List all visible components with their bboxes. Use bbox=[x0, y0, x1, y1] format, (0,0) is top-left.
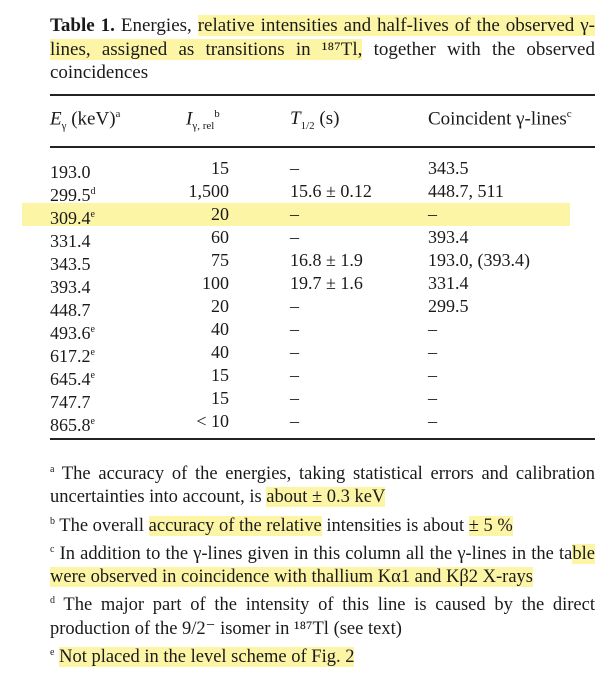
cell-coincident: 193.0, (393.4) bbox=[428, 250, 530, 270]
footnote-b: b The overall accuracy of the relative i… bbox=[50, 515, 513, 536]
bottom-rule bbox=[50, 438, 595, 440]
cell-coincident: – bbox=[428, 342, 437, 362]
footnote-ref: e bbox=[90, 370, 95, 381]
cell-energy: 393.4 bbox=[50, 277, 91, 297]
cell-coincident: 343.5 bbox=[428, 158, 469, 178]
footnote-ref: e bbox=[90, 324, 95, 335]
header-rule bbox=[50, 146, 595, 148]
cell-halflife: – bbox=[290, 365, 299, 385]
cell-intensity: 1,500 bbox=[188, 181, 230, 201]
cell-halflife: – bbox=[290, 388, 299, 408]
footnote-ref: e bbox=[90, 416, 95, 427]
header-intensity: Iγ, relb bbox=[186, 108, 220, 133]
cell-energy: 331.4 bbox=[50, 231, 91, 251]
cell-intensity: 100 bbox=[202, 273, 229, 293]
cell-coincident: 299.5 bbox=[428, 296, 469, 316]
cell-energy: 309.4e bbox=[50, 208, 95, 228]
cell-halflife: 15.6 ± 0.12 bbox=[290, 181, 372, 201]
footnotes: a The accuracy of the energies, taking s… bbox=[50, 458, 595, 669]
footnote-c: c In addition to the γ-lines given in th… bbox=[50, 543, 595, 588]
cell-energy: 193.0 bbox=[50, 162, 91, 182]
footnote-d: d The major part of the intensity of thi… bbox=[50, 595, 595, 639]
cell-energy: 617.2e bbox=[50, 346, 95, 366]
table-row: 493.6e 40 – – bbox=[50, 318, 595, 343]
table-caption: Table 1. Energies, relative intensities … bbox=[50, 14, 595, 85]
table-row: 617.2e 40 – – bbox=[50, 341, 595, 366]
caption-text: Energies, bbox=[120, 15, 198, 36]
footnote-a: a The accuracy of the energies, taking s… bbox=[50, 464, 595, 508]
cell-coincident: – bbox=[428, 411, 437, 431]
table-row: 343.5 75 16.8 ± 1.9 193.0, (393.4) bbox=[50, 249, 595, 274]
cell-energy: 343.5 bbox=[50, 254, 91, 274]
header-halflife: T1/2 (s) bbox=[290, 108, 340, 132]
cell-coincident: – bbox=[428, 365, 437, 385]
cell-intensity: < 10 bbox=[196, 411, 229, 431]
cell-halflife: – bbox=[290, 411, 299, 431]
cell-coincident: – bbox=[428, 388, 437, 408]
cell-coincident: – bbox=[428, 319, 437, 339]
header-energy: Eγ (keV)a bbox=[50, 108, 121, 133]
table-row: 393.4 100 19.7 ± 1.6 331.4 bbox=[50, 272, 595, 297]
table-row: 299.5d 1,500 15.6 ± 0.12 448.7, 511 bbox=[50, 180, 595, 205]
cell-intensity: 40 bbox=[211, 319, 229, 339]
cell-coincident: 393.4 bbox=[428, 227, 469, 247]
cell-coincident: 448.7, 511 bbox=[428, 181, 504, 201]
cell-energy: 493.6e bbox=[50, 323, 95, 343]
cell-halflife: 19.7 ± 1.6 bbox=[290, 273, 363, 293]
cell-energy: 448.7 bbox=[50, 300, 91, 320]
cell-halflife: – bbox=[290, 319, 299, 339]
top-rule bbox=[50, 94, 595, 96]
cell-halflife: – bbox=[290, 204, 299, 224]
cell-halflife: – bbox=[290, 342, 299, 362]
cell-energy: 645.4e bbox=[50, 369, 95, 389]
table-row: 331.4 60 – 393.4 bbox=[50, 226, 595, 251]
cell-intensity: 75 bbox=[211, 250, 229, 270]
table-row: 448.7 20 – 299.5 bbox=[50, 295, 595, 320]
cell-intensity: 15 bbox=[211, 158, 229, 178]
caption-text-end: together with the observed coincidences bbox=[50, 38, 595, 84]
footnote-ref: e bbox=[90, 209, 95, 220]
cell-coincident: 331.4 bbox=[428, 273, 469, 293]
cell-intensity: 20 bbox=[211, 204, 229, 224]
header-coincident: Coincident γ-linesc bbox=[428, 108, 572, 130]
table-row: 309.4e 20 – – bbox=[22, 203, 570, 228]
cell-halflife: – bbox=[290, 158, 299, 178]
table-row: 193.0 15 – 343.5 bbox=[50, 157, 595, 182]
footnote-ref: d bbox=[90, 186, 96, 197]
cell-energy: 299.5d bbox=[50, 185, 96, 205]
table-row: 865.8e < 10 – – bbox=[50, 410, 595, 435]
cell-coincident: – bbox=[428, 204, 437, 224]
footnote-e: e Not placed in the level scheme of Fig.… bbox=[50, 647, 355, 668]
cell-intensity: 15 bbox=[211, 388, 229, 408]
cell-intensity: 60 bbox=[211, 227, 229, 247]
cell-energy: 747.7 bbox=[50, 392, 91, 412]
cell-intensity: 15 bbox=[211, 365, 229, 385]
table-row: 645.4e 15 – – bbox=[50, 364, 595, 389]
cell-intensity: 20 bbox=[211, 296, 229, 316]
footnote-ref: e bbox=[90, 347, 95, 358]
cell-energy: 865.8e bbox=[50, 415, 95, 435]
table-row: 747.7 15 – – bbox=[50, 387, 595, 412]
cell-halflife: – bbox=[290, 227, 299, 247]
table-label: Table 1. bbox=[50, 15, 115, 36]
cell-intensity: 40 bbox=[211, 342, 229, 362]
cell-halflife: 16.8 ± 1.9 bbox=[290, 250, 363, 270]
cell-halflife: – bbox=[290, 296, 299, 316]
